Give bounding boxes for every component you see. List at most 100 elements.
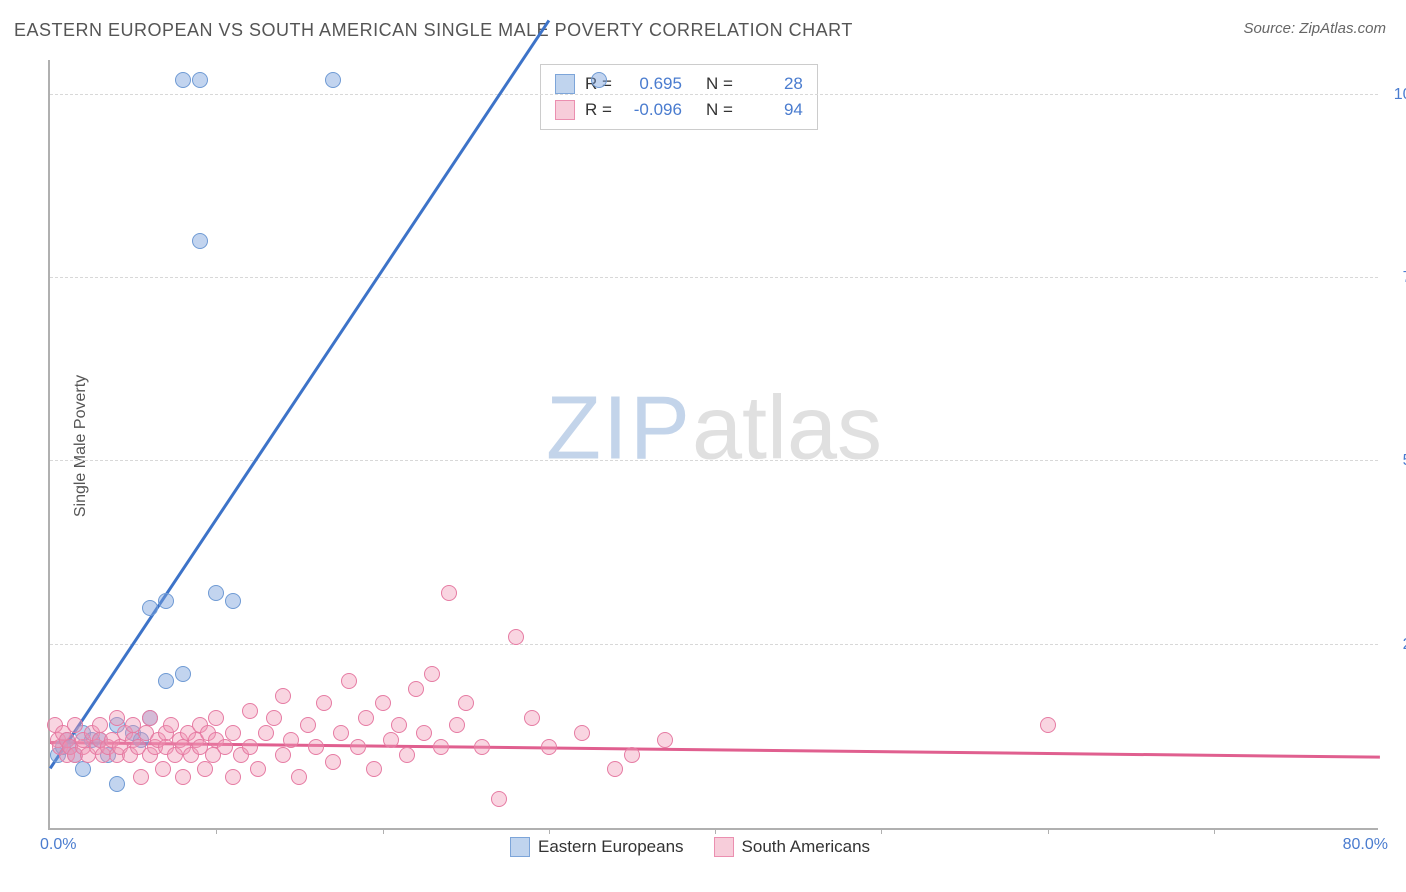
n-value-south: 94	[743, 100, 803, 120]
data-point-south	[474, 739, 490, 755]
data-point-south	[524, 710, 540, 726]
swatch-south	[555, 100, 575, 120]
watermark-zip: ZIP	[546, 378, 692, 478]
x-tick	[216, 828, 217, 834]
data-point-south	[383, 732, 399, 748]
data-point-south	[67, 717, 83, 733]
x-tick	[383, 828, 384, 834]
data-point-south	[424, 666, 440, 682]
legend-swatch-south	[714, 837, 734, 857]
data-point-south	[242, 703, 258, 719]
data-point-south	[163, 717, 179, 733]
y-tick-label: 75.0%	[1388, 269, 1406, 287]
data-point-south	[441, 585, 457, 601]
data-point-south	[291, 769, 307, 785]
gridline	[50, 94, 1378, 95]
data-point-south	[92, 717, 108, 733]
x-tick	[549, 828, 550, 834]
data-point-south	[283, 732, 299, 748]
watermark-atlas: atlas	[692, 378, 882, 478]
n-value-eastern: 28	[743, 74, 803, 94]
gridline	[50, 460, 1378, 461]
data-point-south	[197, 761, 213, 777]
watermark: ZIPatlas	[546, 377, 882, 480]
y-tick-label: 50.0%	[1388, 452, 1406, 470]
data-point-south	[325, 754, 341, 770]
r-value-south: -0.096	[622, 100, 682, 120]
data-point-south	[275, 747, 291, 763]
data-point-south	[109, 710, 125, 726]
data-point-south	[508, 629, 524, 645]
data-point-south	[250, 761, 266, 777]
data-point-eastern	[192, 72, 208, 88]
x-tick	[715, 828, 716, 834]
data-point-south	[242, 739, 258, 755]
gridline	[50, 644, 1378, 645]
scatter-plot-area: ZIPatlas R = 0.695 N = 28 R = -0.096 N =…	[48, 60, 1378, 830]
data-point-south	[1040, 717, 1056, 733]
legend-item-eastern: Eastern Europeans	[510, 837, 684, 857]
data-point-south	[258, 725, 274, 741]
data-point-south	[416, 725, 432, 741]
data-point-eastern	[325, 72, 341, 88]
legend-swatch-eastern	[510, 837, 530, 857]
data-point-south	[366, 761, 382, 777]
data-point-south	[225, 769, 241, 785]
data-point-south	[155, 761, 171, 777]
data-point-south	[217, 739, 233, 755]
data-point-south	[624, 747, 640, 763]
data-point-south	[142, 710, 158, 726]
data-point-eastern	[158, 673, 174, 689]
x-tick	[881, 828, 882, 834]
data-point-south	[300, 717, 316, 733]
legend-item-south: South Americans	[714, 837, 871, 857]
data-point-eastern	[75, 761, 91, 777]
data-point-south	[391, 717, 407, 733]
r-label: R =	[585, 100, 612, 120]
legend-label-south: South Americans	[742, 837, 871, 857]
r-value-eastern: 0.695	[622, 74, 682, 94]
data-point-south	[375, 695, 391, 711]
data-point-south	[225, 725, 241, 741]
legend: Eastern Europeans South Americans	[510, 837, 870, 857]
gridline	[50, 277, 1378, 278]
source-credit: Source: ZipAtlas.com	[1243, 20, 1386, 37]
data-point-south	[574, 725, 590, 741]
n-label: N =	[706, 74, 733, 94]
data-point-south	[208, 710, 224, 726]
data-point-eastern	[175, 666, 191, 682]
data-point-south	[433, 739, 449, 755]
n-label: N =	[706, 100, 733, 120]
data-point-eastern	[208, 585, 224, 601]
data-point-south	[458, 695, 474, 711]
data-point-south	[133, 769, 149, 785]
data-point-eastern	[192, 233, 208, 249]
data-point-south	[350, 739, 366, 755]
legend-label-eastern: Eastern Europeans	[538, 837, 684, 857]
data-point-south	[316, 695, 332, 711]
trend-line-eastern	[49, 19, 550, 768]
data-point-south	[266, 710, 282, 726]
x-tick	[1214, 828, 1215, 834]
data-point-eastern	[109, 776, 125, 792]
data-point-eastern	[142, 600, 158, 616]
data-point-south	[275, 688, 291, 704]
swatch-eastern	[555, 74, 575, 94]
data-point-south	[491, 791, 507, 807]
data-point-eastern	[225, 593, 241, 609]
stats-box: R = 0.695 N = 28 R = -0.096 N = 94	[540, 64, 818, 130]
data-point-south	[541, 739, 557, 755]
data-point-eastern	[591, 72, 607, 88]
data-point-south	[408, 681, 424, 697]
data-point-south	[657, 732, 673, 748]
stats-row-south: R = -0.096 N = 94	[555, 97, 803, 123]
data-point-south	[358, 710, 374, 726]
x-tick	[1048, 828, 1049, 834]
x-tick-min: 0.0%	[40, 836, 76, 854]
data-point-south	[175, 769, 191, 785]
y-tick-label: 25.0%	[1388, 636, 1406, 654]
data-point-south	[449, 717, 465, 733]
data-point-south	[341, 673, 357, 689]
data-point-south	[399, 747, 415, 763]
y-tick-label: 100.0%	[1388, 86, 1406, 104]
